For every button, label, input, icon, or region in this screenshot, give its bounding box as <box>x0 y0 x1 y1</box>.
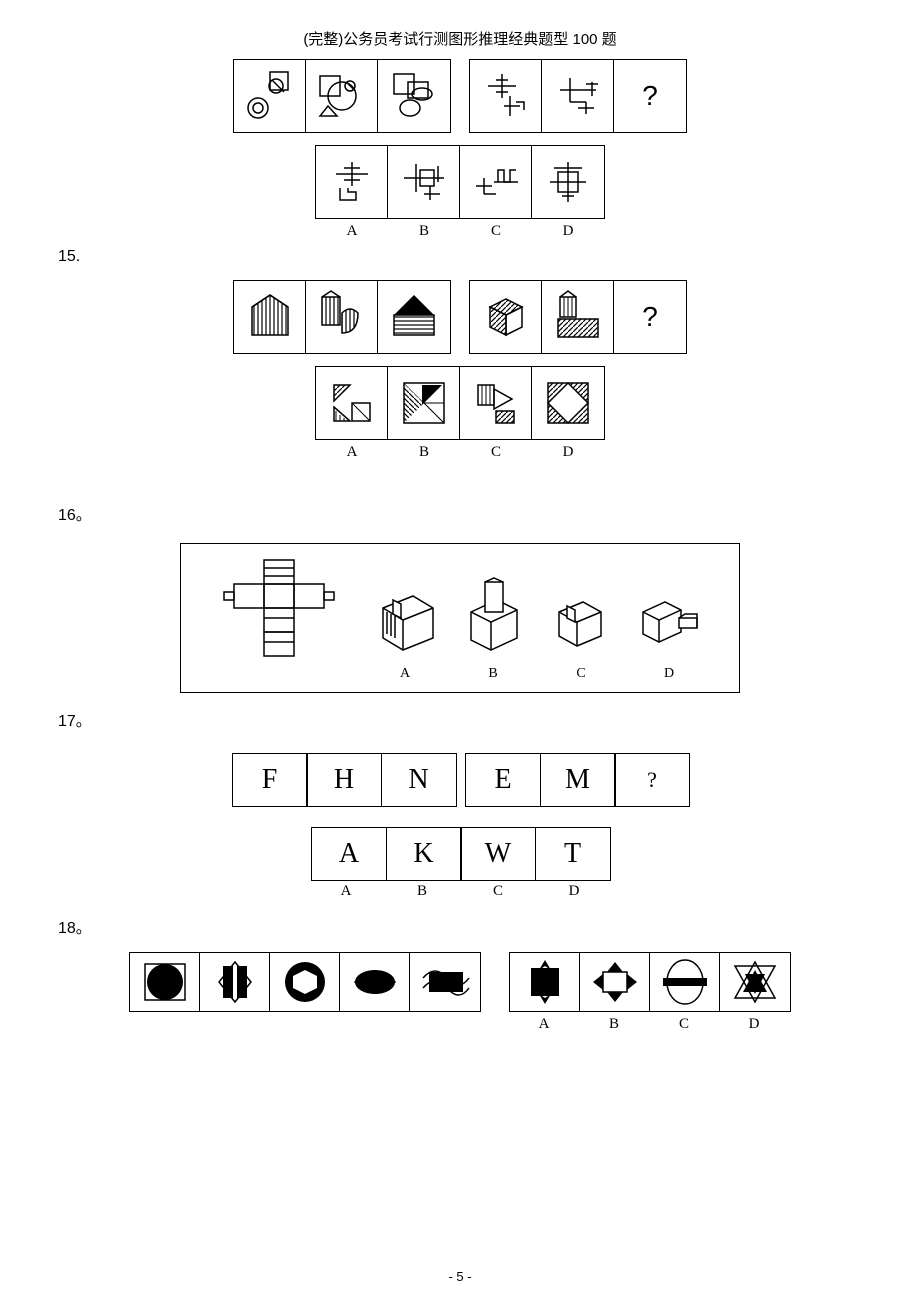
q14-cell-1 <box>234 60 306 132</box>
label-a: A <box>400 666 410 682</box>
q15-option-labels: A B C D <box>40 444 880 461</box>
page-title: (完整)公务员考试行测图形推理经典题型 100 题 <box>0 0 920 55</box>
q16-label: 16。 <box>58 501 880 525</box>
q14-options-row <box>40 145 880 219</box>
label-a: A <box>308 883 384 900</box>
q17-e: E <box>465 753 541 807</box>
q18-cell-2 <box>200 953 270 1011</box>
label-d: D <box>532 223 604 240</box>
q16-opt-d: D <box>627 554 711 682</box>
q17-options-row: A K W T <box>40 827 880 881</box>
question-mark: ? <box>642 301 658 333</box>
q15-opt-b <box>388 367 460 439</box>
q15-top-row: ? <box>40 280 880 354</box>
label-b: B <box>384 883 460 900</box>
q17-top-row: F H N E M ? <box>40 753 880 807</box>
q18-opt-b <box>580 953 650 1011</box>
label-c: C <box>649 1016 719 1033</box>
label-d: D <box>719 1016 789 1033</box>
q17-f: F <box>232 753 308 807</box>
q17-h: H <box>306 753 382 807</box>
q18-cell-4 <box>340 953 410 1011</box>
label-c: C <box>460 883 536 900</box>
q16-opt-a: A <box>363 554 447 682</box>
label-c: C <box>460 223 532 240</box>
q14-cell-5 <box>542 60 614 132</box>
label-b: B <box>388 444 460 461</box>
q17-options: A K W T <box>311 827 609 881</box>
q17-opt-c: W <box>460 827 536 881</box>
q17-label: 17。 <box>58 707 880 731</box>
q18-cell-3 <box>270 953 340 1011</box>
q17-group-left: F H N <box>232 753 456 807</box>
label-c: C <box>460 444 532 461</box>
q14-opt-d <box>532 146 604 218</box>
q18-cell-5 <box>410 953 480 1011</box>
q14-cell-2 <box>306 60 378 132</box>
page-number: - 5 - <box>0 1269 920 1284</box>
label-c: C <box>576 666 585 682</box>
q17-m: M <box>540 753 616 807</box>
q14-cell-4 <box>470 60 542 132</box>
label-d: D <box>536 883 612 900</box>
q15-opt-a <box>316 367 388 439</box>
q15-cell-4 <box>470 281 542 353</box>
q18-cell-1 <box>130 953 200 1011</box>
q17-n: N <box>381 753 457 807</box>
q16-opt-b: B <box>451 554 535 682</box>
q18-label: 18。 <box>58 914 880 938</box>
q15-options <box>315 366 605 440</box>
q14-cell-3 <box>378 60 450 132</box>
q15-cell-2 <box>306 281 378 353</box>
q14-option-labels: A B C D <box>40 223 880 240</box>
q15-options-row <box>40 366 880 440</box>
q15-seq-left <box>233 280 451 354</box>
q18-opt-c <box>650 953 720 1011</box>
q18-opt-d <box>720 953 790 1011</box>
q14-options <box>315 145 605 219</box>
q15-seq-right: ? <box>469 280 687 354</box>
q17-q: ? <box>614 753 690 807</box>
q17-opt-b: K <box>386 827 462 881</box>
q16-container: A B C <box>180 543 740 693</box>
q18-sequence <box>129 952 481 1012</box>
q17-option-labels: A B C D <box>40 883 880 900</box>
label-a: A <box>316 223 388 240</box>
q15-cell-3 <box>378 281 450 353</box>
q17-opt-a: A <box>311 827 387 881</box>
q15-cell-1 <box>234 281 306 353</box>
label-b: B <box>579 1016 649 1033</box>
q18-options <box>509 952 791 1012</box>
label-a: A <box>316 444 388 461</box>
label-b: B <box>388 223 460 240</box>
label-d: D <box>664 666 674 682</box>
label-b: B <box>488 666 497 682</box>
q14-sequence-right: ? <box>469 59 687 133</box>
q14-sequence-left <box>233 59 451 133</box>
q14-top-row: ? <box>40 59 880 133</box>
q18-row <box>40 952 880 1012</box>
content: ? <box>0 59 920 1033</box>
q16-net <box>209 554 359 682</box>
q17-opt-d: T <box>535 827 611 881</box>
q18-opt-a <box>510 953 580 1011</box>
q15-cell-6: ? <box>614 281 686 353</box>
q18-option-labels: A B C D <box>40 1016 880 1033</box>
label-d: D <box>532 444 604 461</box>
q14-opt-b <box>388 146 460 218</box>
q15-cell-5 <box>542 281 614 353</box>
q17-group-right: E M ? <box>465 753 689 807</box>
q14-cell-6: ? <box>614 60 686 132</box>
question-mark: ? <box>642 80 658 112</box>
q14-opt-a <box>316 146 388 218</box>
q14-opt-c <box>460 146 532 218</box>
q16-opt-c: C <box>539 554 623 682</box>
q15-opt-c <box>460 367 532 439</box>
label-a: A <box>509 1016 579 1033</box>
q15-label: 15. <box>58 248 880 266</box>
q15-opt-d <box>532 367 604 439</box>
